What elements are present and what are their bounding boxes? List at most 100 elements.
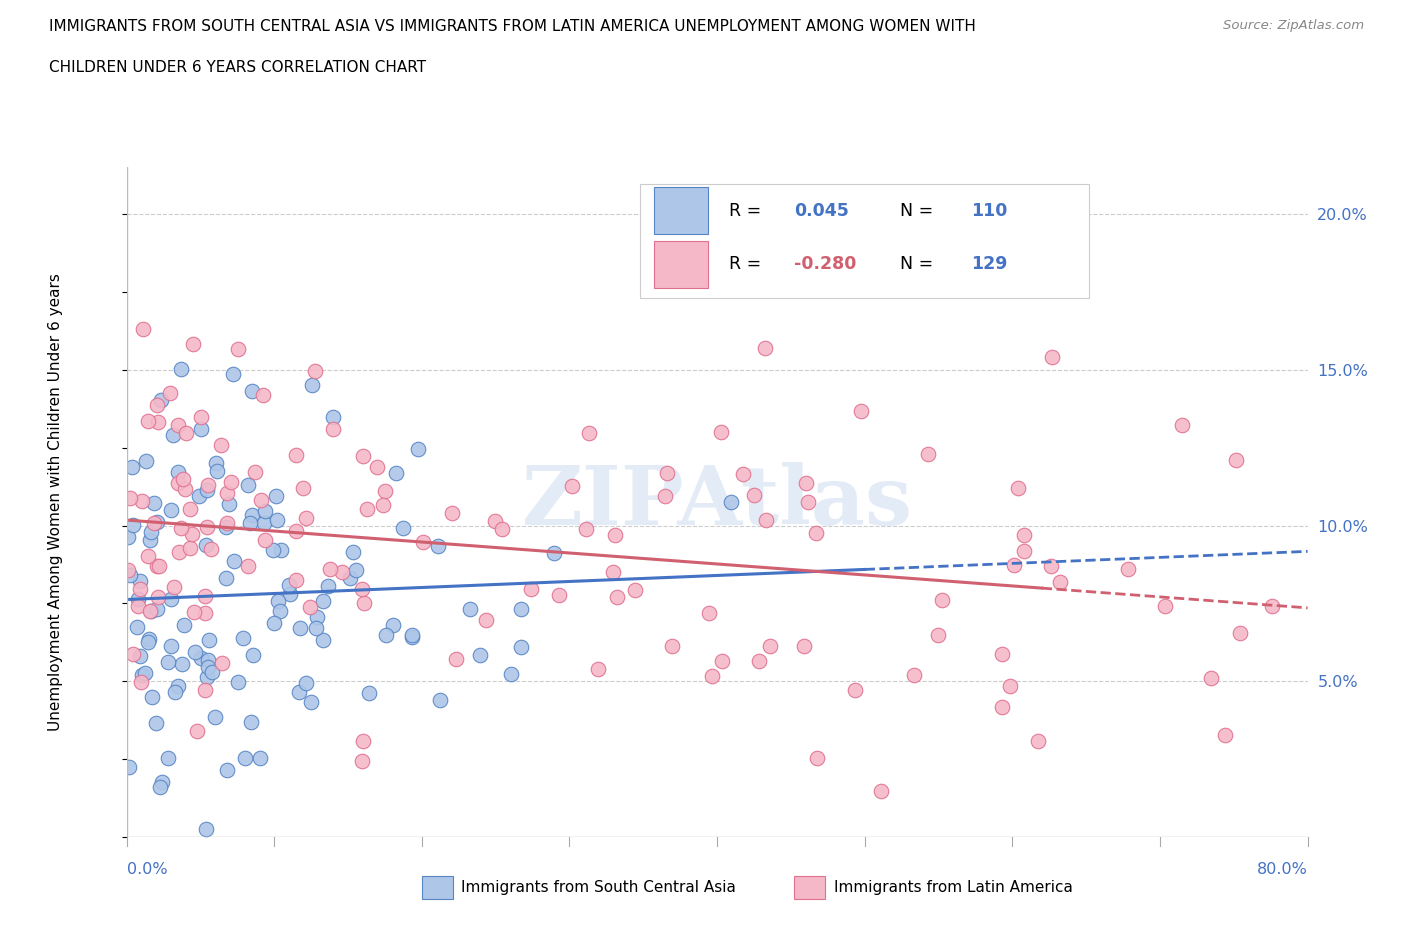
Point — [162, 579, 184, 594]
Point — [167, 679, 190, 694]
Point — [250, 492, 273, 507]
Point — [1116, 561, 1139, 576]
Point — [127, 599, 149, 614]
Point — [578, 426, 600, 441]
Point — [136, 549, 159, 564]
Point — [118, 759, 141, 774]
Text: Immigrants from Latin America: Immigrants from Latin America — [834, 880, 1073, 895]
Point — [263, 616, 285, 631]
Point — [160, 638, 183, 653]
FancyBboxPatch shape — [654, 241, 707, 288]
Point — [179, 540, 201, 555]
Point — [190, 650, 212, 665]
Point — [401, 628, 423, 643]
Point — [499, 667, 522, 682]
Text: 80.0%: 80.0% — [1257, 862, 1308, 877]
Point — [603, 527, 626, 542]
Point — [172, 657, 194, 671]
Point — [218, 496, 240, 511]
Point — [136, 413, 159, 428]
Point — [128, 574, 150, 589]
Point — [146, 559, 169, 574]
Point — [548, 588, 571, 603]
Point — [118, 567, 141, 582]
Point — [796, 475, 818, 490]
Point — [195, 670, 218, 684]
Point — [215, 520, 238, 535]
Point — [1040, 559, 1063, 574]
Point — [146, 414, 169, 429]
Point — [162, 427, 184, 442]
Point — [720, 494, 742, 509]
Point — [173, 618, 195, 632]
Point — [139, 604, 162, 618]
Point — [252, 387, 274, 402]
Point — [844, 683, 866, 698]
Point — [117, 529, 139, 544]
Point — [195, 483, 218, 498]
Point — [200, 541, 222, 556]
Text: Unemployment Among Women with Children Under 6 years: Unemployment Among Women with Children U… — [48, 273, 63, 731]
Point — [145, 602, 167, 617]
Point — [352, 753, 374, 768]
Point — [170, 521, 193, 536]
Text: N =: N = — [900, 202, 939, 219]
Point — [222, 366, 245, 381]
Point — [253, 503, 276, 518]
Point — [797, 495, 820, 510]
Point — [623, 583, 645, 598]
Point — [181, 526, 204, 541]
Point — [352, 733, 374, 748]
Point — [278, 578, 301, 592]
Point — [129, 582, 152, 597]
Point — [385, 465, 408, 480]
Point — [339, 570, 361, 585]
Point — [426, 538, 449, 553]
Point — [657, 465, 679, 480]
Point — [520, 582, 543, 597]
Point — [184, 644, 207, 659]
Point — [222, 553, 245, 568]
Point — [374, 628, 396, 643]
Point — [135, 454, 157, 469]
Point — [194, 683, 217, 698]
Point — [917, 447, 939, 462]
Point — [311, 593, 333, 608]
Point — [269, 604, 291, 619]
Point — [288, 684, 311, 699]
Point — [166, 464, 188, 479]
Point — [342, 545, 364, 560]
Point — [444, 652, 467, 667]
Point — [288, 620, 311, 635]
Point — [793, 639, 815, 654]
Point — [284, 447, 307, 462]
Text: R =: R = — [728, 202, 766, 219]
Point — [240, 384, 263, 399]
Text: ZIPAtlas: ZIPAtlas — [522, 462, 912, 542]
Point — [226, 674, 249, 689]
Point — [575, 522, 598, 537]
Point — [262, 543, 284, 558]
Point — [201, 665, 224, 680]
Point — [209, 437, 232, 452]
Point — [322, 409, 344, 424]
Point — [903, 668, 925, 683]
Point — [475, 613, 498, 628]
Point — [352, 582, 374, 597]
Point — [190, 421, 212, 436]
Point — [236, 477, 259, 492]
Point — [1049, 574, 1071, 589]
Point — [510, 639, 533, 654]
Point — [697, 605, 720, 620]
Point — [374, 484, 396, 498]
Point — [1199, 671, 1222, 685]
Point — [606, 590, 628, 604]
Point — [145, 715, 167, 730]
Point — [870, 784, 893, 799]
Point — [217, 485, 239, 500]
Point — [755, 513, 778, 528]
Point — [254, 533, 277, 548]
Point — [295, 676, 318, 691]
Point — [318, 562, 340, 577]
Point — [215, 515, 238, 530]
